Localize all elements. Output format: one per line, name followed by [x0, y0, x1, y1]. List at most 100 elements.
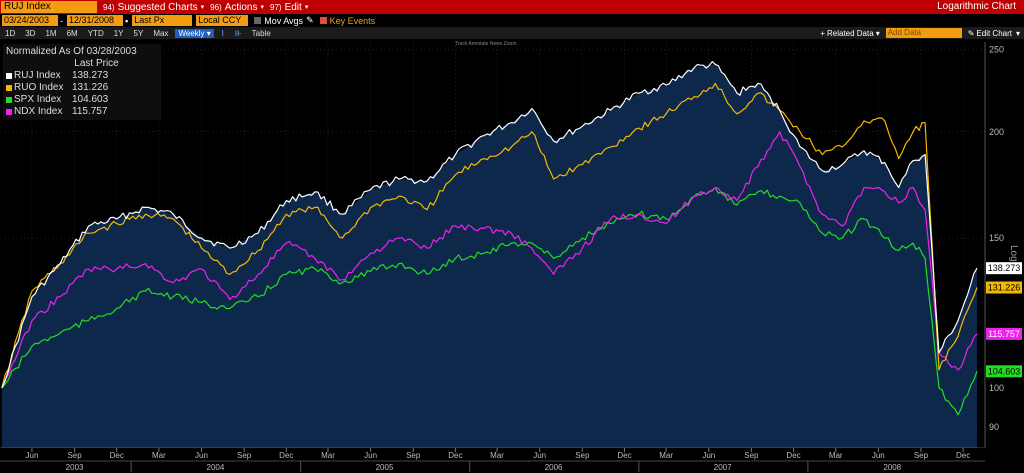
last-price-tag — [986, 281, 1022, 294]
date-separator: - — [60, 15, 63, 26]
period-ytd[interactable]: YTD — [87, 28, 104, 38]
period-1d[interactable]: 1D — [5, 28, 16, 38]
series-lines — [1, 61, 978, 416]
x-tick-label: Jun — [702, 451, 715, 460]
mov-avgs-label: Mov Avgs — [264, 15, 304, 26]
chart-type-title: Logarithmic Chart — [937, 1, 1016, 12]
last-price-tag-label: 138.273 — [988, 263, 1021, 273]
add-data-input[interactable]: Add Data — [885, 28, 962, 38]
legend-name: NDX Index — [14, 106, 63, 117]
line-chart-icon[interactable]: ⌇ — [220, 28, 225, 38]
period-row-right: + Related Data ▾ Add Data ✎ Edit Chart ▾ — [820, 27, 1024, 39]
end-date-input[interactable]: 12/31/2008 — [67, 15, 123, 26]
calendar-icon[interactable]: ▪ — [125, 15, 129, 26]
legend-swatch — [6, 73, 12, 79]
table-button[interactable]: Table — [251, 28, 271, 38]
x-tick-label: Jun — [364, 451, 377, 460]
key-events-checkbox[interactable] — [319, 17, 327, 24]
actions-menu[interactable]: 96) Actions ▾ — [210, 2, 264, 13]
legend-swatch — [6, 109, 12, 115]
chevron-down-icon: ▾ — [260, 4, 265, 11]
mov-avgs-checkbox[interactable] — [254, 17, 262, 24]
x-tick-label: Dec — [786, 451, 800, 460]
x-tick-label: Dec — [448, 451, 462, 460]
chevron-down-icon: ▾ — [1015, 28, 1020, 38]
legend: Normalized As Of 03/28/2003 Last Price R… — [3, 44, 161, 120]
x-tick-label: Dec — [110, 451, 124, 460]
y-axis-label: Log — [1008, 245, 1019, 262]
x-tick-label: Mar — [659, 451, 673, 460]
period-6m[interactable]: 6M — [66, 28, 78, 38]
last-price-tag-label: 131.226 — [988, 283, 1021, 293]
last-price-tag — [986, 365, 1022, 378]
series-line-ruj-index — [1, 61, 978, 389]
ticker-input[interactable]: RUJ Index — [1, 1, 97, 13]
currency-select[interactable]: Local CCY — [196, 15, 249, 26]
period-row: 1D 3D 1M 6M YTD 1Y 5Y Max Weekly ▾ ⌇ ⊪ T… — [0, 27, 1024, 39]
legend-name: SPX Index — [14, 94, 62, 105]
x-tick-label: Dec — [617, 451, 631, 460]
series-line-spx-index — [1, 186, 978, 416]
y-axis: 90 100 150 200 250 Log — [984, 42, 1019, 448]
y-tick-label: 90 — [989, 422, 999, 432]
year-label: 2008 — [883, 463, 901, 472]
legend-name: RUJ Index — [14, 70, 61, 81]
legend-item[interactable]: RUO Index 131.226 — [6, 82, 157, 94]
pencil-icon[interactable]: ✎ — [306, 15, 314, 25]
controls-row: 03/24/2003 - 12/31/2008 ▪ Last Px Local … — [0, 14, 1024, 27]
actions-number: 96) — [210, 2, 222, 12]
x-tick-label: Mar — [490, 451, 504, 460]
legend-item[interactable]: NDX Index 115.757 — [6, 106, 157, 118]
start-date-input[interactable]: 03/24/2003 — [2, 15, 58, 26]
legend-swatch — [6, 85, 12, 91]
top-toolbar: RUJ Index 94) Suggested Charts ▾ 96) Act… — [0, 0, 1024, 14]
x-tick-label: Jun — [26, 451, 39, 460]
y-tick-label: 150 — [989, 233, 1004, 243]
last-price-tag — [986, 262, 1022, 275]
suggested-charts-label: Suggested Charts — [117, 1, 198, 13]
last-price-tag — [986, 327, 1022, 340]
chevron-down-icon: ▾ — [304, 4, 309, 11]
area-under-ruj — [1, 64, 977, 449]
year-label: 2004 — [207, 463, 225, 472]
period-max[interactable]: Max — [153, 28, 169, 38]
year-label: 2003 — [66, 463, 84, 472]
y-tick-label: 250 — [989, 44, 1004, 54]
suggested-charts-number: 94) — [103, 2, 115, 12]
x-tick-label: Jun — [195, 451, 208, 460]
period-5y[interactable]: 5Y — [133, 28, 144, 38]
x-axis: Jun Sep Dec Mar Jun Sep Dec Mar Jun Sep Dec Mar Jun S… — [0, 447, 1024, 473]
series-line-ndx-index — [1, 131, 978, 389]
x-tick-label: Jun — [533, 451, 546, 460]
edit-chart-button[interactable]: Edit Chart — [976, 28, 1012, 38]
chart-tools[interactable]: Track Annotate News Zoom — [455, 41, 517, 47]
edit-number: 97) — [270, 2, 282, 12]
legend-header: Normalized As Of 03/28/2003 — [6, 46, 137, 57]
x-tick-label: Sep — [744, 451, 759, 460]
edit-label: Edit — [284, 1, 302, 13]
last-price-tags: 138.273 131.226 115.757 104.603 — [986, 262, 1022, 378]
x-tick-label: Jun — [872, 451, 885, 460]
period-1m[interactable]: 1M — [45, 28, 57, 38]
period-3d[interactable]: 3D — [25, 28, 36, 38]
bar-chart-icon[interactable]: ⊪ — [234, 28, 242, 38]
area-fill — [1, 64, 977, 449]
field-select[interactable]: Last Px — [132, 15, 193, 26]
legend-value: 115.757 — [72, 106, 108, 117]
x-tick-label: Sep — [406, 451, 421, 460]
edit-menu[interactable]: 97) Edit ▾ — [270, 2, 308, 13]
last-price-tag-label: 104.603 — [988, 366, 1021, 376]
x-tick-label: Dec — [279, 451, 293, 460]
key-events-label: Key Events — [329, 15, 376, 26]
suggested-charts-menu[interactable]: 94) Suggested Charts ▾ — [103, 2, 204, 13]
frequency-select[interactable]: Weekly ▾ — [175, 28, 214, 38]
x-tick-label: Mar — [152, 451, 166, 460]
related-data-button[interactable]: Related Data — [826, 28, 874, 38]
series-line-ruo-index — [1, 82, 978, 389]
legend-name: RUO Index — [14, 82, 64, 93]
legend-item[interactable]: SPX Index 104.603 — [6, 94, 157, 106]
period-1y[interactable]: 1Y — [113, 28, 124, 38]
x-tick-label: Sep — [914, 451, 929, 460]
legend-item[interactable]: RUJ Index 138.273 — [6, 70, 157, 82]
